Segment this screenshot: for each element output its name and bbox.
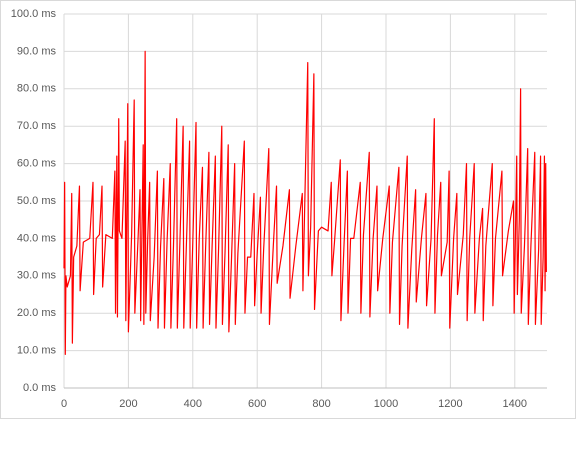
y-tick-label: 50.0 ms xyxy=(17,195,57,207)
x-tick-label: 600 xyxy=(248,398,266,410)
x-tick-label: 200 xyxy=(119,398,137,410)
y-tick-label: 10.0 ms xyxy=(17,345,57,357)
y-tick-label: 70.0 ms xyxy=(17,120,57,132)
y-tick-label: 0.0 ms xyxy=(23,382,57,394)
x-tick-label: 800 xyxy=(312,398,330,410)
x-tick-label: 1400 xyxy=(503,398,527,410)
y-tick-label: 100.0 ms xyxy=(11,8,57,20)
x-tick-label: 1000 xyxy=(374,398,398,410)
y-tick-label: 30.0 ms xyxy=(17,270,57,282)
x-tick-label: 0 xyxy=(61,398,67,410)
x-tick-label: 1200 xyxy=(438,398,462,410)
x-tick-label: 400 xyxy=(184,398,202,410)
y-tick-label: 20.0 ms xyxy=(17,307,57,319)
y-tick-label: 80.0 ms xyxy=(17,83,57,95)
y-tick-label: 40.0 ms xyxy=(17,232,57,244)
y-tick-label: 60.0 ms xyxy=(17,158,57,170)
chart-border xyxy=(0,0,576,419)
data-line xyxy=(63,50,547,355)
y-tick-label: 90.0 ms xyxy=(17,45,57,57)
